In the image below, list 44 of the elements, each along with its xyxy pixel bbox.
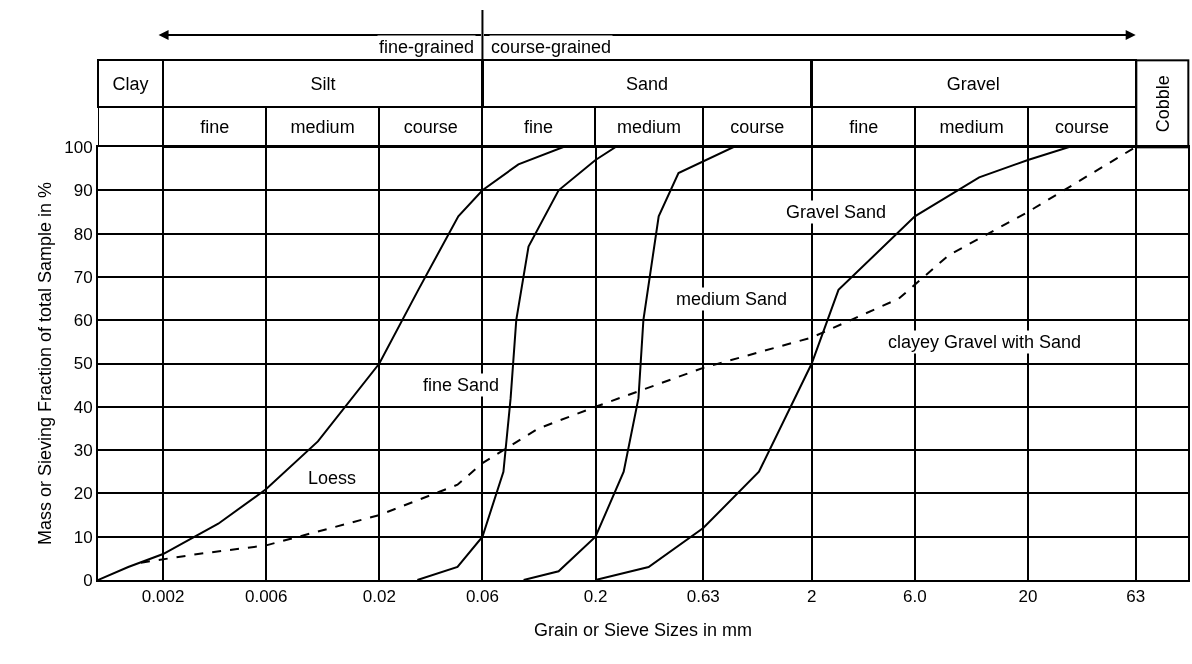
text: fine (524, 117, 554, 137)
x-tick-label: 0.06 (465, 587, 499, 607)
x-tick-label: 0.63 (686, 587, 720, 607)
text: medium (939, 117, 1004, 137)
text: medium (290, 117, 355, 137)
x-axis-title: Grain or Sieve Sizes in mm (533, 620, 753, 640)
y-tick-label: 40 (73, 397, 93, 417)
text: course-grained (491, 37, 612, 57)
x-tick-label: 0.006 (244, 587, 288, 607)
text: course (730, 117, 785, 137)
text: fine-grained (379, 37, 475, 57)
series-label: fine Sand (423, 375, 500, 395)
y-tick-label: 50 (73, 354, 93, 374)
x-tick-label: 0.02 (362, 587, 396, 607)
y-tick-label: 100 (64, 137, 93, 157)
text: fine (849, 117, 879, 137)
y-tick-label: 10 (73, 527, 93, 547)
y-tick-label: 80 (73, 224, 93, 244)
text: Clay (112, 73, 149, 94)
text: Cobble (1152, 75, 1173, 133)
x-tick-label: 20 (1018, 587, 1038, 607)
y-tick-label: 70 (73, 267, 93, 287)
x-tick-label: 0.002 (141, 587, 185, 607)
x-tick-label: 2 (806, 587, 817, 607)
text: Sand (625, 73, 668, 94)
text: Silt (310, 73, 336, 94)
x-tick-label: 63 (1126, 587, 1146, 607)
x-tick-label: 6.0 (903, 587, 927, 607)
text: course (403, 117, 458, 137)
text: medium (616, 117, 681, 137)
text: Gravel (946, 73, 1000, 94)
series-label: clayey Gravel with Sand (888, 332, 1082, 352)
y-tick-label: 30 (73, 441, 93, 461)
series-label: Loess (308, 468, 357, 488)
y-axis-title: Mass or Sieving Fraction of total Sample in % (34, 181, 55, 546)
series-label: Gravel Sand (786, 202, 887, 222)
text: fine (200, 117, 230, 137)
y-tick-label: 0 (83, 570, 93, 590)
y-tick-label: 90 (73, 181, 93, 201)
y-tick-label: 60 (73, 311, 93, 331)
y-tick-label: 20 (73, 484, 93, 504)
series-label: medium Sand (676, 289, 788, 309)
text: course (1054, 117, 1109, 137)
x-tick-label: 0.2 (583, 587, 608, 607)
